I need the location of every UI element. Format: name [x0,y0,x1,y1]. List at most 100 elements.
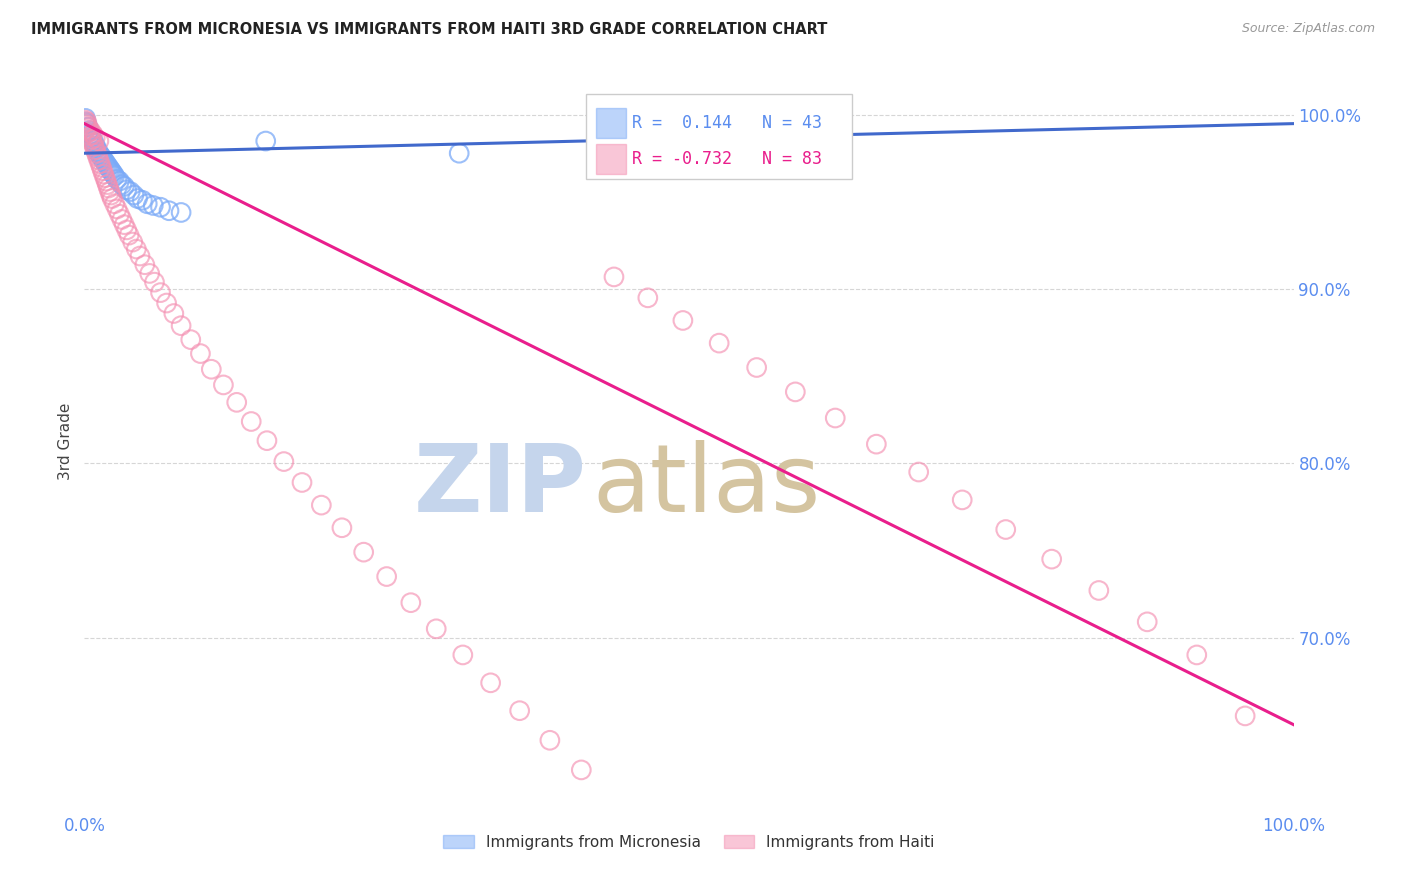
Point [134,258,156,272]
Point [118,228,141,243]
Point [80,130,103,145]
Point [104,169,127,183]
Point [101,192,124,206]
Point [94,170,117,185]
Point [87,134,110,148]
Point [190,346,212,360]
Point [200,362,222,376]
Point [90,160,112,174]
Point [115,223,138,237]
Point [311,498,333,512]
Point [115,183,138,197]
Point [82,136,104,150]
Point [77,125,100,139]
Text: R =  0.144   N = 43: R = 0.144 N = 43 [633,114,823,132]
Point [93,167,115,181]
Point [100,188,122,202]
Point [157,203,180,218]
Point [77,125,100,139]
Point [90,150,112,164]
Point [80,132,103,146]
Point [86,150,108,164]
Point [785,384,807,399]
Point [129,249,152,263]
Point [994,523,1017,537]
Point [330,521,353,535]
Point [75,113,97,128]
FancyBboxPatch shape [596,144,626,174]
Point [254,134,277,148]
Point [111,178,134,192]
Point [155,296,177,310]
Point [76,115,98,129]
Point [97,160,120,174]
Point [79,127,101,141]
Point [745,360,768,375]
Point [353,545,375,559]
Point [569,763,592,777]
Point [538,733,561,747]
Point [98,161,121,176]
Point [77,121,100,136]
Point [509,704,531,718]
Point [907,465,929,479]
Point [94,174,117,188]
Point [112,218,135,232]
Point [75,117,97,131]
Point [163,306,186,320]
Point [83,139,105,153]
Point [77,120,100,134]
Point [143,275,166,289]
Point [96,158,118,172]
Point [86,146,108,161]
Point [865,437,887,451]
Point [112,179,135,194]
Point [79,123,101,137]
Point [672,313,695,327]
Point [104,196,127,211]
FancyBboxPatch shape [586,94,852,178]
Point [136,196,159,211]
Point [77,120,100,134]
Point [84,130,107,145]
Text: Source: ZipAtlas.com: Source: ZipAtlas.com [1241,22,1375,36]
Point [291,475,314,490]
Point [111,212,134,227]
Point [121,235,143,249]
Point [91,163,114,178]
Point [87,153,110,168]
Point [127,192,149,206]
Point [138,267,160,281]
Point [100,163,122,178]
Point [89,157,111,171]
Point [86,141,108,155]
Point [96,178,118,192]
Point [824,411,846,425]
Point [709,336,731,351]
Point [105,202,128,216]
Point [170,205,193,219]
Point [75,115,97,129]
Point [637,291,659,305]
Point [84,139,107,153]
Point [82,127,104,141]
Point [149,200,172,214]
Point [105,172,128,186]
Text: atlas: atlas [592,440,821,532]
Point [108,207,131,221]
Point [93,153,115,168]
Point [425,622,447,636]
Point [1185,648,1208,662]
Text: ZIP: ZIP [413,440,586,532]
Point [256,434,278,448]
Point [120,185,142,199]
Point [451,648,474,662]
Point [122,188,145,202]
Point [94,155,117,169]
Point [75,112,97,126]
Point [149,285,172,300]
Text: R = -0.732   N = 83: R = -0.732 N = 83 [633,150,823,168]
Point [76,117,98,131]
Point [86,145,108,159]
Y-axis label: 3rd Grade: 3rd Grade [58,403,73,480]
